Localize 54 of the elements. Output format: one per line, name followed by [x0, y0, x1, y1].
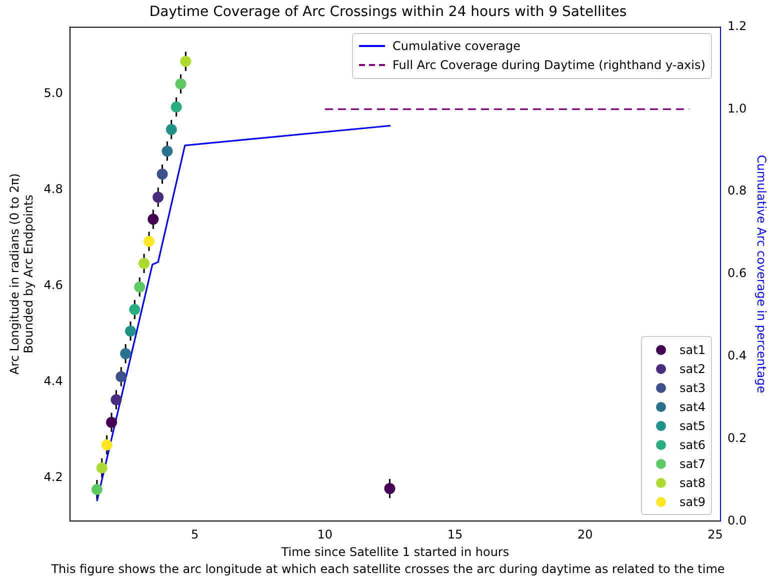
point [166, 124, 177, 136]
y2-tick-label: 0.0 [728, 513, 747, 528]
point [152, 192, 164, 203]
point [125, 326, 136, 337]
legend-label: sat3 [680, 380, 706, 395]
legend-label: sat7 [680, 456, 706, 471]
y2-tick-label: 0.2 [728, 430, 747, 445]
y2-axis-title: Cumulative Arc coverage in percentage [754, 154, 769, 394]
y2-tick-label: 0.8 [728, 184, 747, 198]
point [156, 168, 168, 180]
legend-label: sat6 [680, 438, 706, 452]
point [144, 236, 154, 247]
x-axis-title: Time since Satellite 1 started in hours [280, 544, 510, 559]
point [101, 439, 112, 450]
point [120, 348, 132, 360]
y-axis-title: Arc Longitude in radians (0 to 2π) Bounded by Arc Endpoints [7, 173, 36, 375]
y-tick-label: 4.2 [44, 470, 63, 484]
y2-tick-label: 1.2 [728, 18, 747, 33]
point [134, 281, 146, 292]
text: This figure shows the arc longitude at which each satellite crosses the arc during daytime as related to the time [50, 562, 726, 576]
legend-label: sat2 [680, 362, 706, 376]
x-tick-label: 15 [447, 528, 463, 542]
y-tick-label: 5.0 [44, 86, 63, 100]
point [170, 101, 182, 112]
legend-label: Full Arc Coverage during Daytime (righthand y-axis) [392, 58, 706, 72]
y2-tick-label: 0.6 [728, 266, 747, 280]
point [106, 416, 118, 428]
point [91, 484, 102, 496]
point [116, 371, 127, 382]
point [175, 78, 186, 90]
legend-label: Cumulative coverage [392, 39, 521, 54]
point [162, 146, 173, 157]
legend-label: sat1 [680, 342, 706, 357]
legend-label: sat9 [680, 494, 706, 509]
x-tick-label: 10 [317, 528, 333, 542]
legend-label: sat5 [680, 418, 706, 433]
legend-label: sat4 [680, 400, 706, 414]
x-tick-label: 25 [708, 528, 723, 542]
point [384, 483, 396, 494]
x-tick-label: 20 [578, 528, 593, 542]
x-tick-label: 5 [190, 528, 199, 542]
point [180, 56, 192, 67]
y2-tick-label: 1.0 [728, 101, 747, 116]
point [96, 462, 108, 474]
y-tick-label: 4.8 [44, 182, 63, 196]
y2-tick-label: 0.4 [728, 348, 747, 363]
point [129, 304, 140, 316]
chart-title: Daytime Coverage of Arc Crossings within 24 hours with 9 Satellites [149, 4, 627, 20]
point [110, 394, 122, 406]
legend-label: sat8 [680, 476, 706, 490]
y-tick-label: 4.6 [44, 278, 63, 292]
point [138, 258, 150, 269]
y-tick-label: 4.4 [44, 374, 63, 388]
point [148, 214, 159, 225]
